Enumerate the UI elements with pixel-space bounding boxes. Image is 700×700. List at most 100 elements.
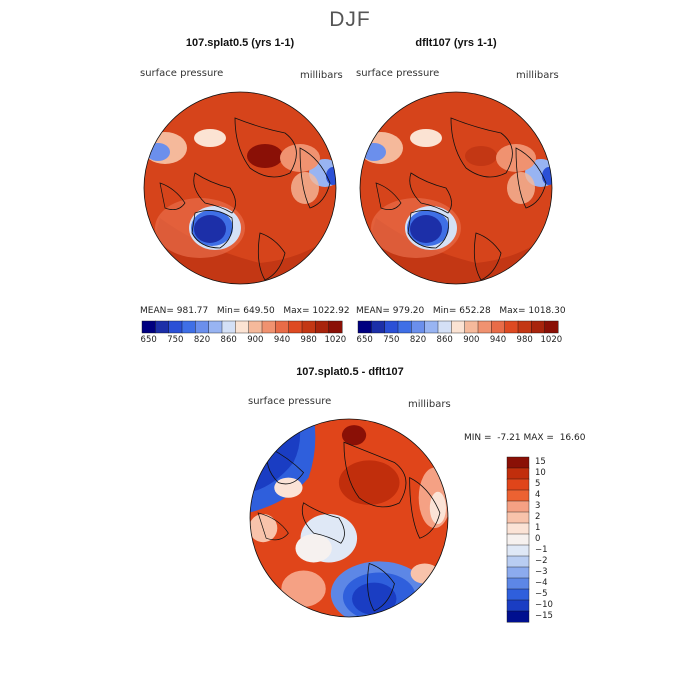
panel2-colorbar-tick-label: 750 <box>383 335 400 345</box>
panel2-colorbar-swatch <box>477 320 492 334</box>
panel2-colorbar-swatch <box>491 320 506 334</box>
panel3-colorbar-swatch <box>506 467 530 480</box>
panel1-coastline <box>257 232 286 281</box>
panel3-colorbar-tick-label: 2 <box>535 511 541 522</box>
panel2-coastline <box>375 182 402 210</box>
panel1-colorbar-tick-label: 1020 <box>324 335 347 345</box>
panel3-colorbar-swatch <box>506 478 530 491</box>
panel3-colorbar-swatch <box>506 511 530 524</box>
panel1-colorbar-swatch <box>261 320 276 334</box>
panel1-min-label: Min= <box>216 306 241 316</box>
panel1-colorbar-swatch <box>141 320 156 334</box>
panel3-coastline <box>257 512 289 541</box>
panel1-max-label: Max= <box>283 306 310 316</box>
panel3-colorbar-swatch <box>506 555 530 568</box>
panel1-high-region <box>247 144 283 168</box>
panel3-colorbar-tick-label: 10 <box>535 467 546 478</box>
panel2-max-value: 1018.30 <box>528 306 566 316</box>
panel1-colorbar <box>141 320 343 334</box>
panel1-low-region <box>326 167 336 185</box>
panel3-units-label: millibars <box>408 399 451 410</box>
panel3-colorbar-swatch <box>506 599 530 612</box>
panel2-colorbar-swatch <box>451 320 466 334</box>
panel2-colorbar-tick-label: 650 <box>356 335 373 345</box>
panel2-colorbar-swatch <box>517 320 532 334</box>
panel3-field-region <box>295 534 332 563</box>
panel3-colorbar-tick-label: 15 <box>535 456 546 467</box>
panel2-coastline <box>409 172 452 214</box>
panel2-colorbar-ticks: 650 750 820 860 900 940 980 1020 <box>357 335 563 347</box>
panel1-colorbar-ticks: 650 750 820 860 900 940 980 1020 <box>141 335 347 347</box>
panel3-colorbar-tick-label: 0 <box>535 533 541 544</box>
panel1-colorbar-tick-label: 820 <box>193 335 211 345</box>
panel1-colorbar-swatch <box>168 320 183 334</box>
panel1-colorbar-swatch <box>221 320 236 334</box>
panel2-colorbar-swatch <box>531 320 546 334</box>
panel1-colorbar-swatch <box>315 320 330 334</box>
panel1-colorbar-swatch <box>181 320 196 334</box>
panel1-map-border <box>143 91 337 285</box>
panel2-stats: MEAN= 979.20 Min= 652.28 Max= 1018.30 <box>356 306 566 316</box>
panel2-colorbar-swatch <box>384 320 399 334</box>
panel1-colorbar-swatch <box>301 320 316 334</box>
panel2-colorbar-tick-label: 860 <box>436 335 453 345</box>
panel3-colorbar-swatch <box>506 588 530 601</box>
panel1-coastline <box>234 117 297 178</box>
panel2-title: dflt107 (yrs 1-1) <box>415 37 497 49</box>
panel3-field-region <box>281 570 326 607</box>
panel1-low-region <box>146 143 170 161</box>
panel2-colorbar-swatch <box>437 320 452 334</box>
panel2-colorbar-tick-label: 1020 <box>540 335 563 345</box>
panel3-map-border <box>249 418 449 618</box>
panel1-field-region <box>194 129 226 147</box>
panel3-colorbar-swatch <box>506 577 530 590</box>
panel3-colorbar-swatch <box>506 522 530 535</box>
panel1-min-value: 649.50 <box>243 306 275 316</box>
panel2-coastline <box>450 117 513 178</box>
panel3-min-value: -7.21 <box>497 433 521 443</box>
panel3-high-region <box>341 425 367 446</box>
panel2-colorbar-swatch <box>424 320 439 334</box>
panel1-mean-value: 981.77 <box>176 306 209 316</box>
panel2-field-region <box>410 129 442 147</box>
panel3-field-label: surface pressure <box>248 396 332 407</box>
panel3-colorbar-swatch <box>506 500 530 513</box>
panel3-colorbar-tick-label: −10 <box>535 599 553 610</box>
panel1-map <box>143 91 337 285</box>
panel3-colorbar-swatch <box>506 610 530 623</box>
panel1-colorbar-swatch <box>328 320 343 334</box>
panel1-coastline <box>191 210 233 249</box>
panel2-colorbar-tick-label: 820 <box>409 335 427 345</box>
panel2-colorbar-swatch <box>504 320 519 334</box>
panel3-min-label: MIN = <box>464 433 492 443</box>
panel2-field-region <box>465 146 497 166</box>
panel3-colorbar-tick-label: −15 <box>535 610 553 621</box>
panel1-stats: MEAN= 981.77 Min= 649.50 Max= 1022.92 <box>140 306 350 316</box>
panel1-greenland-core <box>194 215 226 243</box>
panel3-low-region <box>352 582 397 615</box>
panel1-colorbar-swatch <box>235 320 250 334</box>
panel2-units-label: millibars <box>516 70 559 81</box>
panel1-mean-label: MEAN= <box>140 306 174 316</box>
panel3-colorbar-tick-label: 3 <box>535 500 541 511</box>
panel3-colorbar-ticks: 15 10 5 4 3 2 1 0 −1 −2 −3 −4 −5 −10 −15 <box>535 457 575 622</box>
panel3-colorbar-tick-label: −3 <box>535 566 548 577</box>
panel1-coastline <box>193 172 236 214</box>
panel2-low-region <box>362 143 386 161</box>
panel1-colorbar-swatch <box>195 320 210 334</box>
panel3-colorbar-tick-label: 5 <box>535 478 541 489</box>
panel2-max-label: Max= <box>499 306 526 316</box>
panel2-field-label: surface pressure <box>356 68 440 79</box>
panel1-colorbar-swatch <box>155 320 170 334</box>
panel3-colorbar-tick-label: −1 <box>535 544 548 555</box>
panel2-low-region <box>542 167 552 185</box>
panel2-colorbar-swatch <box>357 320 372 334</box>
panel2-map-border <box>359 91 553 285</box>
panel2-coastline <box>473 232 502 281</box>
panel3-field-region <box>274 477 303 498</box>
panel3-colorbar-tick-label: 1 <box>535 522 541 533</box>
panel2-colorbar-swatch <box>397 320 412 334</box>
panel3-colorbar-tick-label: −2 <box>535 555 548 566</box>
panel1-max-value: 1022.92 <box>312 306 350 316</box>
panel3-map <box>249 418 449 618</box>
